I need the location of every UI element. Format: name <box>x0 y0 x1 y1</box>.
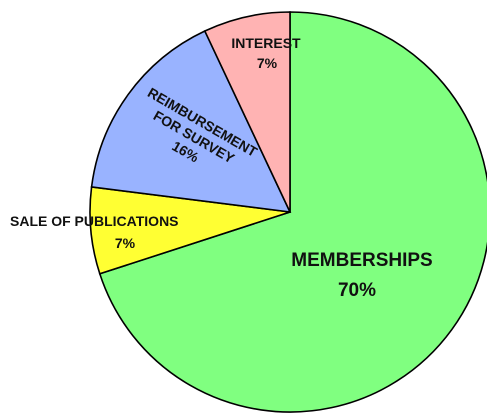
pie-slice-interest <box>203 11 291 213</box>
sale-of-publications-label: SALE OF PUBLICATIONS <box>10 213 179 229</box>
pie-slice-reimbursement-for-survey <box>90 29 292 213</box>
sale-of-publications-percent: 7% <box>115 235 136 251</box>
memberships-label: MEMBERSHIPS <box>291 250 432 271</box>
pie-slice-memberships <box>98 11 487 413</box>
memberships-percent: 70% <box>338 280 376 301</box>
pie-slices <box>89 11 487 413</box>
interest-percent: 7% <box>257 55 278 71</box>
interest-label: INTEREST <box>231 35 301 51</box>
